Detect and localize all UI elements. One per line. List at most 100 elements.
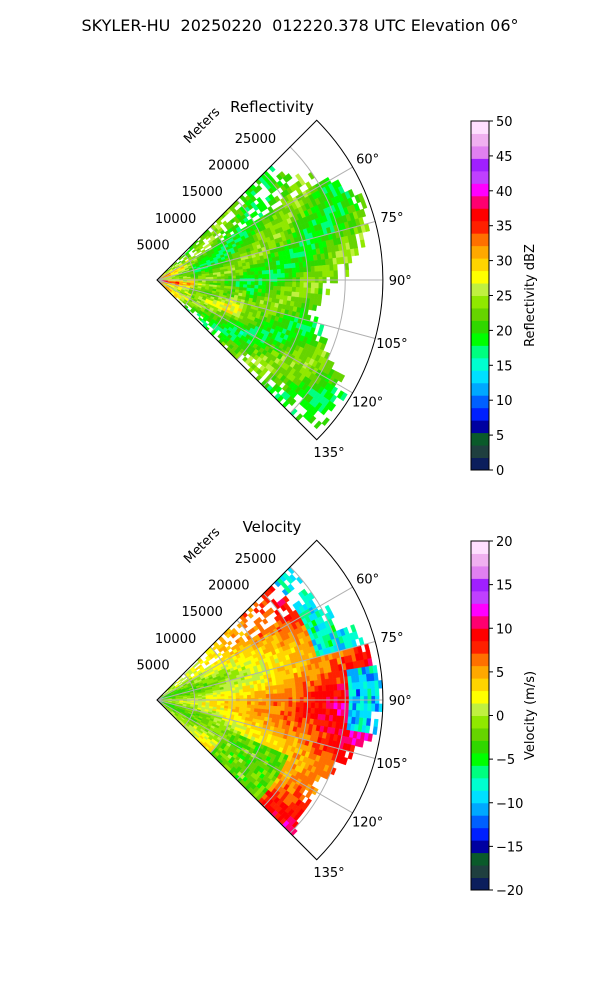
velocity-data-cell <box>355 710 361 718</box>
velocity-data-cell <box>348 703 353 711</box>
velocity-data-cell <box>246 691 252 696</box>
velocity-colorbar: −20 −15 −10 −5 0 5 10 15 20 Velocity (m/s) <box>470 535 538 899</box>
reflectivity-data-cell <box>277 273 282 279</box>
velocity-data-cell <box>371 688 376 697</box>
reflectivity-data-cell <box>216 276 222 280</box>
velocity-data-cell <box>292 692 297 698</box>
velocity-data-cell <box>261 690 267 695</box>
velocity-data-cell <box>253 683 259 689</box>
velocity-data-cell <box>238 689 244 693</box>
reflectivity-theta-tick-label: 120° <box>352 396 383 411</box>
velocity-data-cell <box>348 709 353 718</box>
velocity-data-cell <box>284 702 289 708</box>
reflectivity-data-cell <box>292 282 297 288</box>
reflectivity-data-cell <box>247 274 252 279</box>
reflectivity-colorbar-segment <box>471 307 489 321</box>
velocity-data-cell <box>243 695 248 699</box>
reflectivity-colorbar-segment <box>471 332 489 346</box>
velocity-colorbar-segment <box>471 815 489 829</box>
velocity-data-cell <box>325 684 331 692</box>
reflectivity-data-cell <box>284 272 289 278</box>
reflectivity-colorbar-tick-label: 40 <box>496 185 513 200</box>
velocity-data-cell <box>363 703 369 712</box>
reflectivity-colorbar-segment <box>471 420 489 434</box>
reflectivity-data-cell <box>254 281 259 286</box>
reflectivity-data-cell <box>283 290 289 297</box>
reflectivity-data-cell <box>261 288 266 294</box>
reflectivity-data-cell <box>276 286 282 292</box>
velocity-data-cell <box>201 697 207 700</box>
velocity-data-cell <box>318 691 323 698</box>
reflectivity-colorbar: 0 5 10 15 20 25 30 35 40 45 50 Reflectivity dBZ <box>470 115 538 479</box>
reflectivity-data-cell <box>288 282 293 288</box>
velocity-data-cell <box>226 640 233 646</box>
velocity-data-cell <box>257 683 262 688</box>
reflectivity-colorbar-segment <box>471 407 489 421</box>
reflectivity-data-cell <box>295 272 301 278</box>
velocity-r-tick-label: 20000 <box>208 579 249 594</box>
velocity-data-cell <box>356 689 361 697</box>
velocity-data-cell <box>365 725 371 734</box>
reflectivity-data-cell <box>284 268 289 274</box>
velocity-colorbar-segment <box>471 628 489 642</box>
velocity-data-cell <box>239 692 244 696</box>
reflectivity-data-cell <box>287 263 293 269</box>
velocity-data-cell <box>224 696 229 700</box>
reflectivity-colorbar-tick-label: 35 <box>496 220 513 235</box>
velocity-data-cell <box>291 706 297 713</box>
velocity-colorbar-segment <box>471 827 489 841</box>
velocity-data-cell <box>291 682 296 689</box>
reflectivity-colorbar-tick-label: 15 <box>496 359 513 374</box>
reflectivity-data-cell <box>333 270 338 278</box>
velocity-colorbar-segment <box>471 777 489 791</box>
velocity-data-cell <box>277 701 282 707</box>
velocity-data-cell <box>363 710 368 719</box>
reflectivity-colorbar-segment <box>471 195 489 209</box>
reflectivity-data-cell <box>239 284 244 288</box>
velocity-theta-tick-label: 75° <box>380 631 403 646</box>
velocity-data-cell <box>373 718 379 728</box>
velocity-colorbar-segment <box>471 877 489 891</box>
velocity-data-cell <box>359 688 365 697</box>
reflectivity-data-cell <box>360 200 368 210</box>
velocity-data-cell <box>280 701 286 707</box>
reflectivity-data-cell <box>325 288 331 296</box>
reflectivity-data-cell <box>333 264 338 271</box>
velocity-data-cell <box>359 710 365 719</box>
velocity-data-cell <box>325 708 331 716</box>
velocity-data-cell <box>363 681 368 690</box>
reflectivity-data-cell <box>276 290 281 296</box>
velocity-data-cell <box>310 686 316 693</box>
figure-suptitle: SKYLER-HU 20250220 012220.378 UTC Elevat… <box>81 16 519 35</box>
reflectivity-theta-tick-label: 135° <box>313 446 344 461</box>
reflectivity-data-cell <box>246 271 252 276</box>
reflectivity-data-cell <box>201 277 207 280</box>
velocity-data-cell <box>261 618 269 625</box>
velocity-data-cell <box>254 690 259 696</box>
velocity-data-cell <box>372 726 378 735</box>
velocity-data-cell <box>261 705 267 710</box>
velocity-colorbar-segment <box>471 640 489 654</box>
velocity-colorbar-segment <box>471 690 489 704</box>
velocity-data-cell <box>246 688 251 693</box>
reflectivity-data-cell <box>224 276 229 280</box>
velocity-data-cell <box>247 612 254 619</box>
velocity-data-cell <box>273 701 278 707</box>
velocity-data-cell <box>367 703 372 712</box>
velocity-data-cell <box>238 631 245 637</box>
velocity-data-cell <box>224 700 229 704</box>
velocity-data-cell <box>250 694 256 699</box>
reflectivity-data-cell <box>235 275 241 279</box>
reflectivity-data-cell <box>310 287 316 294</box>
velocity-data-cell <box>336 683 342 691</box>
reflectivity-data-cell <box>276 268 282 274</box>
reflectivity-data-cell <box>287 291 293 297</box>
reflectivity-data-cell <box>258 281 263 286</box>
velocity-data-cell <box>261 708 266 714</box>
velocity-data-cell <box>351 710 357 718</box>
reflectivity-theta-tick-label: 60° <box>356 152 379 167</box>
reflectivity-data-cell <box>209 276 214 280</box>
velocity-data-cell <box>288 687 293 694</box>
reflectivity-data-cell <box>250 267 255 273</box>
velocity-data-cell <box>318 708 323 715</box>
